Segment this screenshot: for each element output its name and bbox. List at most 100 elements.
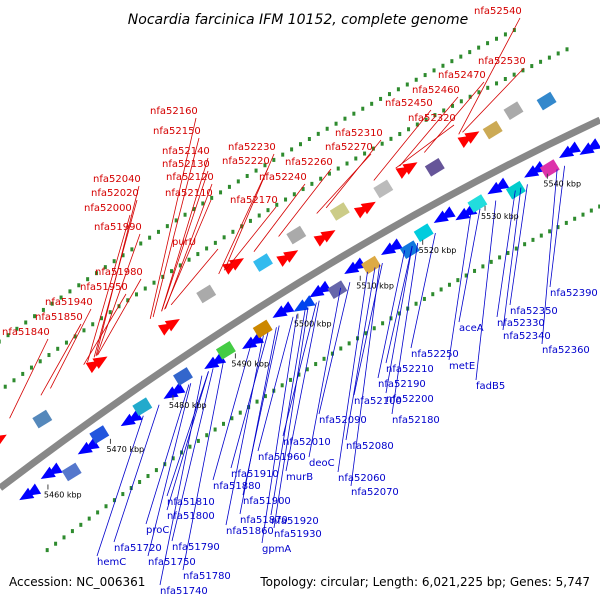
gene-label[interactable]: nfa52200 <box>386 394 434 405</box>
label-leader <box>318 282 351 415</box>
gene-label[interactable]: nfa52460 <box>412 85 460 96</box>
reverse-gene-feature <box>77 437 100 455</box>
gene-label[interactable]: nfa51750 <box>148 557 196 568</box>
track-dot <box>439 287 443 292</box>
track-dot <box>15 326 19 331</box>
gene-label[interactable]: purU <box>172 237 196 248</box>
gene-label[interactable]: nfa52240 <box>259 172 307 183</box>
gene-label[interactable]: nfa52060 <box>338 473 386 484</box>
label-leader <box>225 335 264 526</box>
gene-label[interactable]: nfa52040 <box>93 174 141 185</box>
gene-label[interactable]: gpmA <box>262 544 291 555</box>
gene-label[interactable]: nfa51930 <box>274 529 322 540</box>
gene-label[interactable]: nfa52140 <box>162 146 210 157</box>
gene-label[interactable]: nfa52540 <box>474 6 522 17</box>
gene-label[interactable]: nfa52450 <box>385 98 433 109</box>
gene-label[interactable]: nfa51910 <box>231 469 279 480</box>
reverse-gene-feature <box>539 159 560 178</box>
gene-label[interactable]: nfa51940 <box>45 297 93 308</box>
gene-label[interactable]: nfa52230 <box>228 142 276 153</box>
track-dot <box>503 32 507 37</box>
track-dot <box>371 146 375 151</box>
gene-label[interactable]: nfa51900 <box>243 496 291 507</box>
gene-label[interactable]: nfa52210 <box>386 364 434 375</box>
gene-label[interactable]: nfa51990 <box>94 222 142 233</box>
gene-label[interactable]: aceA <box>459 323 484 334</box>
gene-label[interactable]: murB <box>286 472 313 483</box>
gene-label[interactable]: nfa51790 <box>172 542 220 553</box>
gene-label[interactable]: nfa52020 <box>91 188 139 199</box>
accession-text: Accession: NC_006361 <box>9 575 145 589</box>
track-dot <box>187 257 191 262</box>
label-leader <box>218 167 269 275</box>
gene-label[interactable]: nfa51880 <box>213 481 261 492</box>
gene-label[interactable]: nfa51950 <box>80 282 128 293</box>
gene-label[interactable]: nfa51860 <box>226 526 274 537</box>
track-dot <box>108 310 112 315</box>
gene-label[interactable]: nfa52340 <box>503 331 551 342</box>
gene-label[interactable]: nfa51980 <box>95 267 143 278</box>
track-dot <box>231 229 235 234</box>
gene-label[interactable]: nfa51960 <box>258 452 306 463</box>
gene-label[interactable]: nfa52330 <box>497 318 545 329</box>
track-dot <box>263 394 267 399</box>
track-dot <box>581 212 585 217</box>
gene-label[interactable]: nfa52530 <box>478 56 526 67</box>
gene-label[interactable]: nfa52270 <box>325 142 373 153</box>
gene-label[interactable]: nfa52080 <box>346 441 394 452</box>
gene-label[interactable]: nfa51740 <box>160 586 208 597</box>
gene-label[interactable]: nfa52120 <box>166 172 214 183</box>
gene-label[interactable]: nfa52100 <box>354 396 402 407</box>
gene-label[interactable]: nfa52070 <box>351 487 399 498</box>
gene-label[interactable]: nfa52470 <box>438 70 486 81</box>
track-dot <box>183 212 187 217</box>
gene-label[interactable]: nfa52260 <box>285 157 333 168</box>
scale-tick-label: 5470 kbp <box>106 445 144 454</box>
gene-label[interactable]: nfa52350 <box>510 306 558 317</box>
track-dot <box>459 99 463 104</box>
gene-label[interactable]: nfa51810 <box>167 497 215 508</box>
gene-label[interactable]: nfa52170 <box>230 195 278 206</box>
gene-label[interactable]: nfa52160 <box>150 106 198 117</box>
track-dot <box>589 208 593 213</box>
gene-label[interactable]: nfa52320 <box>408 113 456 124</box>
gene-label[interactable]: nfa52250 <box>411 349 459 360</box>
track-dot <box>468 50 472 55</box>
track-dot <box>0 339 1 344</box>
reverse-gene-feature <box>559 141 581 159</box>
gene-label[interactable]: metE <box>449 361 475 372</box>
gene-label[interactable]: hemC <box>97 557 126 568</box>
gene-label[interactable]: nfa52360 <box>542 345 590 356</box>
track-dot <box>254 168 258 173</box>
track-dot <box>130 247 134 252</box>
gene-label[interactable]: nfa52110 <box>165 188 213 199</box>
track-dot <box>112 259 116 264</box>
gene-label[interactable]: nfa52090 <box>319 415 367 426</box>
gene-label[interactable]: nfa51850 <box>35 312 83 323</box>
track-dot <box>192 207 196 212</box>
gene-label[interactable]: nfa51870 <box>240 515 288 526</box>
gene-label[interactable]: nfa51920 <box>271 516 319 527</box>
gene-label[interactable]: nfa51720 <box>114 543 162 554</box>
gene-label[interactable]: nfa52000 <box>84 203 132 214</box>
gene-label[interactable]: nfa52130 <box>162 159 210 170</box>
gene-label[interactable]: nfa52180 <box>392 415 440 426</box>
gene-label[interactable]: nfa52310 <box>335 128 383 139</box>
gene-label[interactable]: nfa51840 <box>2 327 50 338</box>
gene-label[interactable]: nfa51780 <box>183 571 231 582</box>
gene-label[interactable]: proC <box>146 525 169 536</box>
reverse-gene-feature <box>293 295 316 312</box>
gene-label[interactable]: nfa52390 <box>550 288 598 299</box>
gene-label[interactable]: nfa52010 <box>283 437 331 448</box>
gene-label[interactable]: nfa52190 <box>378 379 426 390</box>
track-dot <box>473 268 477 273</box>
track-dot <box>345 161 349 166</box>
gene-label[interactable]: nfa52220 <box>222 156 270 167</box>
label-leader <box>96 415 144 557</box>
gene-label[interactable]: nfa52150 <box>153 126 201 137</box>
gene-label[interactable]: fadB5 <box>476 381 505 392</box>
gene-label[interactable]: nfa51800 <box>167 511 215 522</box>
forward-gene-feature <box>329 202 350 221</box>
gene-label[interactable]: deoC <box>309 458 335 469</box>
track-dot <box>201 201 205 206</box>
